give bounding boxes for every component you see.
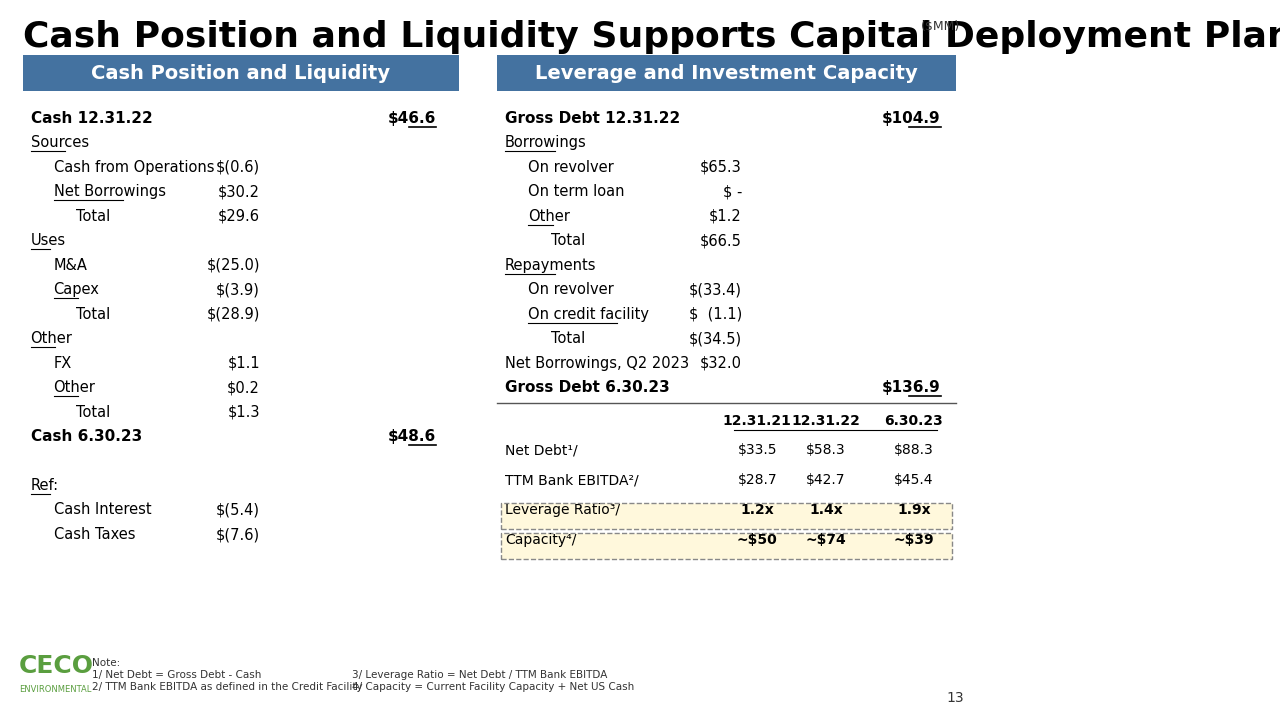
Text: Net Borrowings, Q2 2023: Net Borrowings, Q2 2023 (504, 356, 689, 371)
Text: $(34.5): $(34.5) (689, 331, 742, 346)
Text: 13: 13 (946, 691, 964, 705)
Text: $66.5: $66.5 (700, 233, 742, 248)
Text: ~$74: ~$74 (805, 533, 846, 547)
Text: $(3.9): $(3.9) (216, 282, 260, 297)
Text: 3/ Leverage Ratio = Net Debt / TTM Bank EBITDA: 3/ Leverage Ratio = Net Debt / TTM Bank … (352, 670, 607, 680)
Text: Ref:: Ref: (31, 478, 59, 493)
Text: Repayments: Repayments (504, 258, 596, 272)
Text: TTM Bank EBITDA²/: TTM Bank EBITDA²/ (504, 473, 639, 487)
Text: CECO: CECO (19, 654, 95, 678)
Text: Net Debt¹/: Net Debt¹/ (504, 443, 577, 457)
Text: 1.9x: 1.9x (897, 503, 931, 517)
Text: Cash Taxes: Cash Taxes (54, 527, 134, 542)
Text: $1.2: $1.2 (709, 209, 742, 223)
Text: On revolver: On revolver (527, 160, 613, 174)
Text: Gross Debt 12.31.22: Gross Debt 12.31.22 (504, 110, 680, 125)
Text: FX: FX (54, 356, 72, 371)
Text: Cash Position and Liquidity Supports Capital Deployment Plan: Cash Position and Liquidity Supports Cap… (23, 20, 1280, 54)
Text: On credit facility: On credit facility (527, 307, 649, 322)
Text: Total: Total (77, 209, 111, 223)
Text: On revolver: On revolver (527, 282, 613, 297)
Text: Note:: Note: (92, 658, 120, 668)
Text: $1.3: $1.3 (228, 405, 260, 420)
Text: 1.2x: 1.2x (740, 503, 774, 517)
Text: M&A: M&A (54, 258, 87, 272)
Text: ~$39: ~$39 (893, 533, 934, 547)
Text: $(33.4): $(33.4) (689, 282, 742, 297)
Text: $48.6: $48.6 (388, 429, 436, 444)
Text: $32.0: $32.0 (700, 356, 742, 371)
Text: Total: Total (77, 307, 111, 322)
Text: Borrowings: Borrowings (504, 135, 586, 150)
Text: ($MM): ($MM) (920, 20, 960, 33)
FancyBboxPatch shape (500, 533, 952, 559)
Text: Capex: Capex (54, 282, 100, 297)
Text: 2/ TTM Bank EBITDA as defined in the Credit Facility: 2/ TTM Bank EBITDA as defined in the Cre… (92, 682, 362, 692)
Text: Other: Other (527, 209, 570, 223)
Text: Total: Total (77, 405, 111, 420)
Text: ~$50: ~$50 (737, 533, 777, 547)
Text: $  (1.1): $ (1.1) (689, 307, 742, 322)
Text: $(0.6): $(0.6) (216, 160, 260, 174)
Text: 12.31.21: 12.31.21 (723, 414, 791, 428)
Text: $(28.9): $(28.9) (206, 307, 260, 322)
Text: $(5.4): $(5.4) (216, 503, 260, 518)
Text: ENVIRONMENTAL: ENVIRONMENTAL (19, 685, 91, 694)
FancyBboxPatch shape (497, 55, 956, 91)
Text: $45.4: $45.4 (895, 473, 933, 487)
Text: 4/ Capacity = Current Facility Capacity + Net US Cash: 4/ Capacity = Current Facility Capacity … (352, 682, 634, 692)
Text: Uses: Uses (31, 233, 65, 248)
Text: $0.2: $0.2 (227, 380, 260, 395)
Text: Other: Other (54, 380, 96, 395)
Text: Net Borrowings: Net Borrowings (54, 184, 165, 199)
Text: 6.30.23: 6.30.23 (884, 414, 943, 428)
Text: Capacity⁴/: Capacity⁴/ (504, 533, 576, 547)
Text: On term loan: On term loan (527, 184, 625, 199)
Text: Cash 6.30.23: Cash 6.30.23 (31, 429, 142, 444)
Text: 12.31.22: 12.31.22 (791, 414, 860, 428)
Text: $(25.0): $(25.0) (206, 258, 260, 272)
Text: Total: Total (550, 331, 585, 346)
Text: Cash 12.31.22: Cash 12.31.22 (31, 110, 152, 125)
Text: Leverage and Investment Capacity: Leverage and Investment Capacity (535, 63, 918, 83)
Text: $30.2: $30.2 (218, 184, 260, 199)
Text: $65.3: $65.3 (700, 160, 742, 174)
Text: $46.6: $46.6 (388, 110, 436, 125)
Text: $(7.6): $(7.6) (216, 527, 260, 542)
Text: $58.3: $58.3 (806, 443, 846, 457)
Text: Cash Position and Liquidity: Cash Position and Liquidity (91, 63, 390, 83)
Text: $42.7: $42.7 (806, 473, 846, 487)
Text: Sources: Sources (31, 135, 88, 150)
Text: 1.4x: 1.4x (809, 503, 844, 517)
FancyBboxPatch shape (500, 503, 952, 529)
Text: $33.5: $33.5 (737, 443, 777, 457)
Text: 1/ Net Debt = Gross Debt - Cash: 1/ Net Debt = Gross Debt - Cash (92, 670, 261, 680)
Text: Cash Interest: Cash Interest (54, 503, 151, 518)
Text: $1.1: $1.1 (228, 356, 260, 371)
Text: Total: Total (550, 233, 585, 248)
Text: $136.9: $136.9 (882, 380, 941, 395)
Text: $104.9: $104.9 (882, 110, 941, 125)
Text: Leverage Ratio³/: Leverage Ratio³/ (504, 503, 620, 517)
FancyBboxPatch shape (23, 55, 460, 91)
Text: $ -: $ - (722, 184, 742, 199)
Text: $88.3: $88.3 (895, 443, 934, 457)
Text: $29.6: $29.6 (218, 209, 260, 223)
Text: Other: Other (31, 331, 73, 346)
Text: $28.7: $28.7 (737, 473, 777, 487)
Text: Gross Debt 6.30.23: Gross Debt 6.30.23 (504, 380, 669, 395)
Text: Cash from Operations: Cash from Operations (54, 160, 214, 174)
